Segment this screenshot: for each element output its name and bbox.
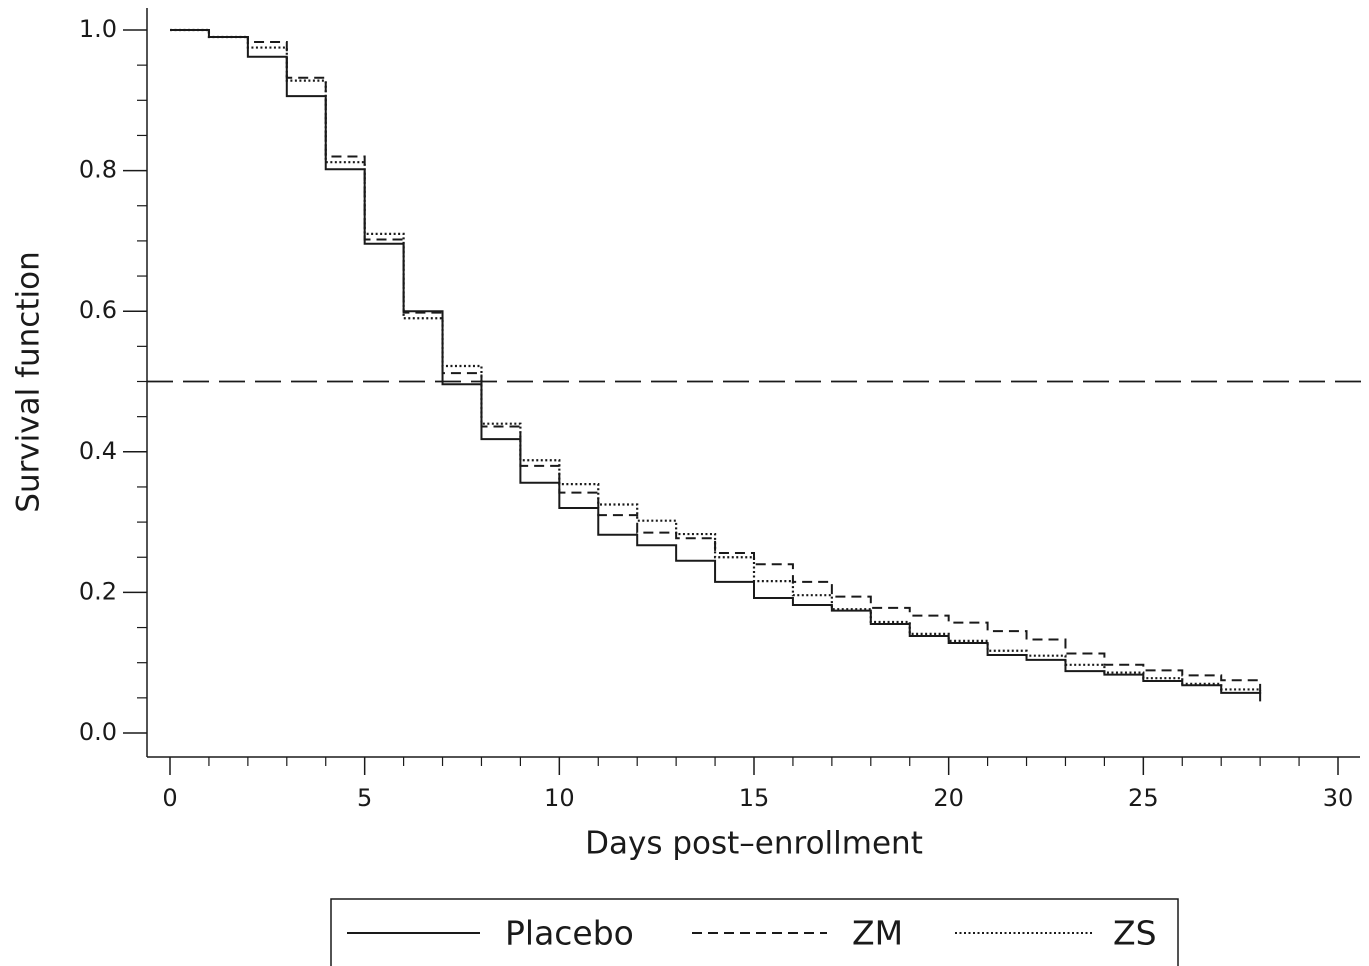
x-tick-label: 0 <box>162 784 177 812</box>
legend-box <box>330 898 1179 966</box>
y-tick-label: 1.0 <box>79 15 117 43</box>
x-tick-label: 10 <box>544 784 575 812</box>
x-axis-title: Days post–enrollment <box>585 826 923 862</box>
survival-curve <box>170 28 1262 691</box>
y-tick-label: 0.6 <box>79 296 117 324</box>
x-tick-label: 25 <box>1128 784 1159 812</box>
survival-curve <box>170 29 1262 695</box>
y-tick-label: 0.8 <box>79 156 117 184</box>
legend-label: Placebo <box>505 914 634 953</box>
x-tick-label: 30 <box>1323 784 1354 812</box>
legend-label: ZM <box>852 914 903 953</box>
y-tick-label: 0.4 <box>79 437 117 465</box>
y-axis-title: Survival function <box>11 251 47 512</box>
x-tick-label: 5 <box>357 784 372 812</box>
x-tick-label: 20 <box>933 784 964 812</box>
y-tick-label: 0.2 <box>79 577 117 605</box>
legend-label: ZS <box>1113 914 1157 953</box>
y-tick-label: 0.0 <box>79 718 117 746</box>
x-tick-label: 15 <box>739 784 770 812</box>
